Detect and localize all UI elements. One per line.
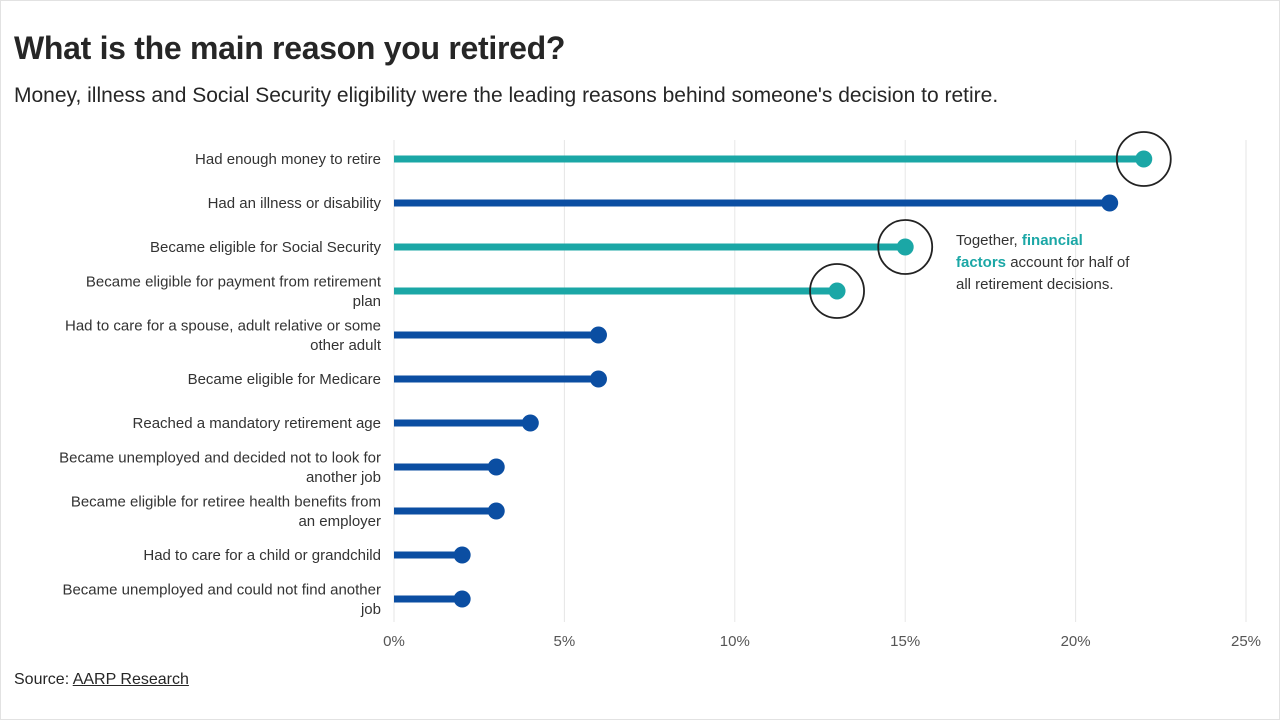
annotation-post: account for half of all retirement decis… — [956, 254, 1130, 293]
highlight-ring — [809, 263, 865, 319]
page-title: What is the main reason you retired? — [14, 30, 566, 66]
lollipop-dot — [453, 546, 471, 564]
x-tick-label: 5% — [554, 633, 576, 650]
category-label: Became eligible for Social Security — [150, 239, 381, 256]
highlight-ring — [1115, 131, 1172, 187]
category-label: Became eligible for retiree health benef… — [71, 493, 381, 530]
category-label: Became eligible for payment from retirem… — [86, 273, 382, 310]
source-note: Source: AARP Research — [14, 671, 189, 689]
x-tick-label: 0% — [383, 633, 405, 650]
category-label-line: Became eligible for payment from retirem… — [86, 273, 382, 290]
category-label-line: Had an illness or disability — [208, 195, 382, 212]
x-tick-label: 25% — [1231, 633, 1261, 650]
category-label-line: another job — [306, 469, 381, 486]
lollipop-dot — [487, 502, 505, 520]
page-subtitle: Money, illness and Social Security eligi… — [14, 84, 999, 107]
category-label: Had enough money to retire — [195, 151, 381, 168]
category-label: Became unemployed and could not find ano… — [62, 581, 381, 618]
category-label: Reached a mandatory retirement age — [133, 415, 381, 432]
highlight-ring — [877, 219, 934, 275]
lollipop-dot — [1135, 150, 1153, 168]
lollipop-dot — [896, 238, 914, 256]
category-label-line: Became eligible for retiree health benef… — [71, 493, 381, 510]
category-label: Had to care for a spouse, adult relative… — [65, 317, 382, 354]
category-label: Became unemployed and decided not to loo… — [59, 449, 381, 486]
category-label: Had to care for a child or grandchild — [143, 547, 381, 564]
x-tick-label: 15% — [890, 633, 920, 650]
financial-factors-annotation: Together, financial factors account for … — [956, 230, 1131, 296]
source-link[interactable]: AARP Research — [72, 671, 189, 688]
category-label-line: Became unemployed and decided not to loo… — [59, 449, 381, 466]
category-label-line: Had to care for a child or grandchild — [143, 547, 381, 564]
category-label: Became eligible for Medicare — [188, 371, 381, 388]
lollipop-dot — [487, 458, 505, 476]
x-tick-label: 20% — [1061, 633, 1091, 650]
x-tick-label: 10% — [720, 633, 750, 650]
lollipop-dot — [453, 590, 471, 608]
category-label-line: Became eligible for Medicare — [188, 371, 381, 388]
category-label-line: Became eligible for Social Security — [150, 239, 381, 256]
annotation-highlight: financial factors — [956, 232, 1083, 271]
lollipop-dot — [1101, 194, 1119, 212]
category-label-line: job — [360, 601, 381, 618]
annotation-pre: Together, — [956, 232, 1022, 249]
category-label-line: Had enough money to retire — [195, 151, 381, 168]
lollipop-dot — [589, 370, 607, 388]
category-label-line: plan — [353, 293, 381, 310]
category-label-line: an employer — [298, 513, 381, 530]
category-label-line: Had to care for a spouse, adult relative… — [65, 317, 381, 334]
category-label-line: other adult — [310, 337, 382, 354]
source-prefix: Source: — [14, 671, 73, 688]
lollipop-dot — [521, 414, 539, 432]
lollipop-dot — [828, 282, 846, 300]
category-label-line: Became unemployed and could not find ano… — [62, 581, 381, 598]
lollipop-dot — [589, 326, 607, 344]
category-label: Had an illness or disability — [208, 195, 382, 212]
category-label-line: Reached a mandatory retirement age — [133, 415, 381, 432]
